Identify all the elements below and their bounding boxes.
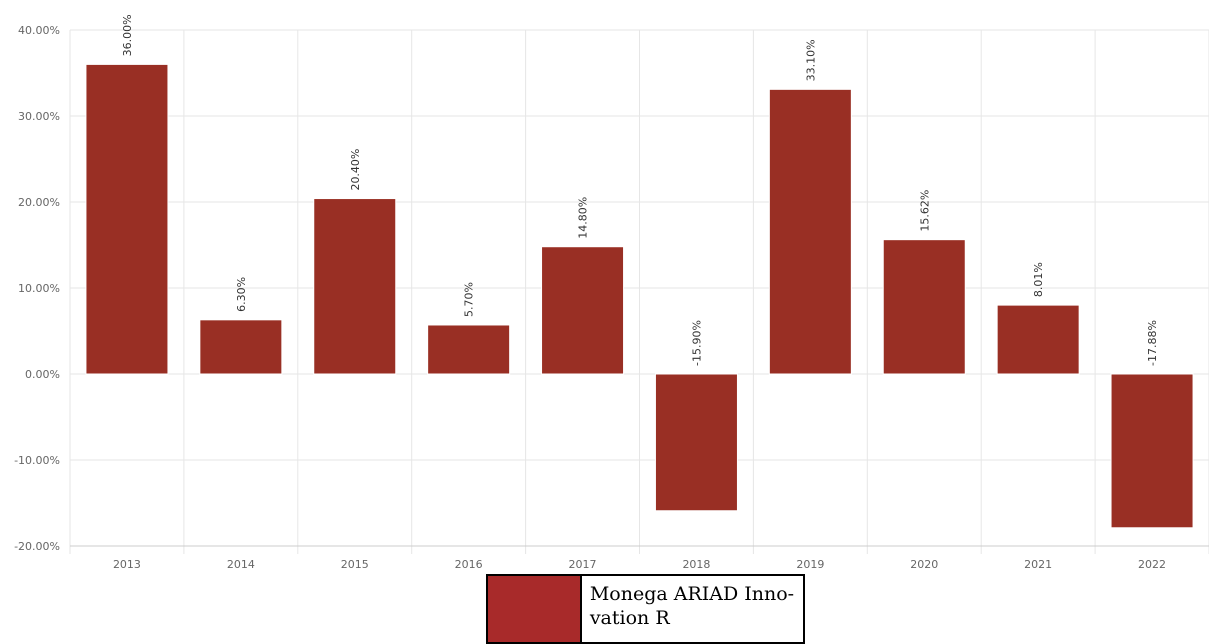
data-label-2019: 33.10% <box>804 39 817 81</box>
x-tick-label-2020: 2020 <box>910 558 938 571</box>
y-tick-label: -10.00% <box>14 454 60 467</box>
x-tick-label-2021: 2021 <box>1024 558 1052 571</box>
bar-2015 <box>313 198 397 375</box>
x-tick-label-2016: 2016 <box>455 558 483 571</box>
y-tick-label: 0.00% <box>25 368 60 381</box>
bar-2019 <box>768 88 852 375</box>
legend-swatch <box>488 576 582 642</box>
y-tick-label: 10.00% <box>18 282 60 295</box>
bar-2013 <box>85 63 169 375</box>
data-label-2020: 15.62% <box>918 190 931 232</box>
x-tick-label-2022: 2022 <box>1138 558 1166 571</box>
y-tick-label: -20.00% <box>14 540 60 553</box>
data-label-2016: 5.70% <box>463 282 476 317</box>
x-tick-label-2018: 2018 <box>682 558 710 571</box>
bar-2020 <box>882 239 966 375</box>
data-label-2015: 20.40% <box>349 149 362 191</box>
bar-2014 <box>199 319 283 375</box>
data-label-2022: -17.88% <box>1146 320 1159 366</box>
bar-2016 <box>427 324 511 375</box>
bar-2022 <box>1110 373 1194 529</box>
x-tick-label-2015: 2015 <box>341 558 369 571</box>
data-label-2021: 8.01% <box>1032 262 1045 297</box>
bar-2018 <box>654 373 738 512</box>
y-tick-label: 40.00% <box>18 24 60 37</box>
data-label-2013: 36.00% <box>121 14 134 56</box>
y-tick-label: 30.00% <box>18 110 60 123</box>
x-tick-label-2013: 2013 <box>113 558 141 571</box>
legend: Monega ARIAD Inno-vation R <box>486 574 805 644</box>
y-tick-label: 20.00% <box>18 196 60 209</box>
data-label-2018: -15.90% <box>690 320 703 366</box>
data-label-2014: 6.30% <box>235 277 248 312</box>
x-tick-label-2019: 2019 <box>796 558 824 571</box>
legend-label: Monega ARIAD Inno-vation R <box>589 583 795 629</box>
data-label-2017: 14.80% <box>577 197 590 239</box>
bar-2021 <box>996 304 1080 375</box>
x-tick-label-2017: 2017 <box>569 558 597 571</box>
x-tick-label-2014: 2014 <box>227 558 255 571</box>
bar-2017 <box>541 246 625 375</box>
